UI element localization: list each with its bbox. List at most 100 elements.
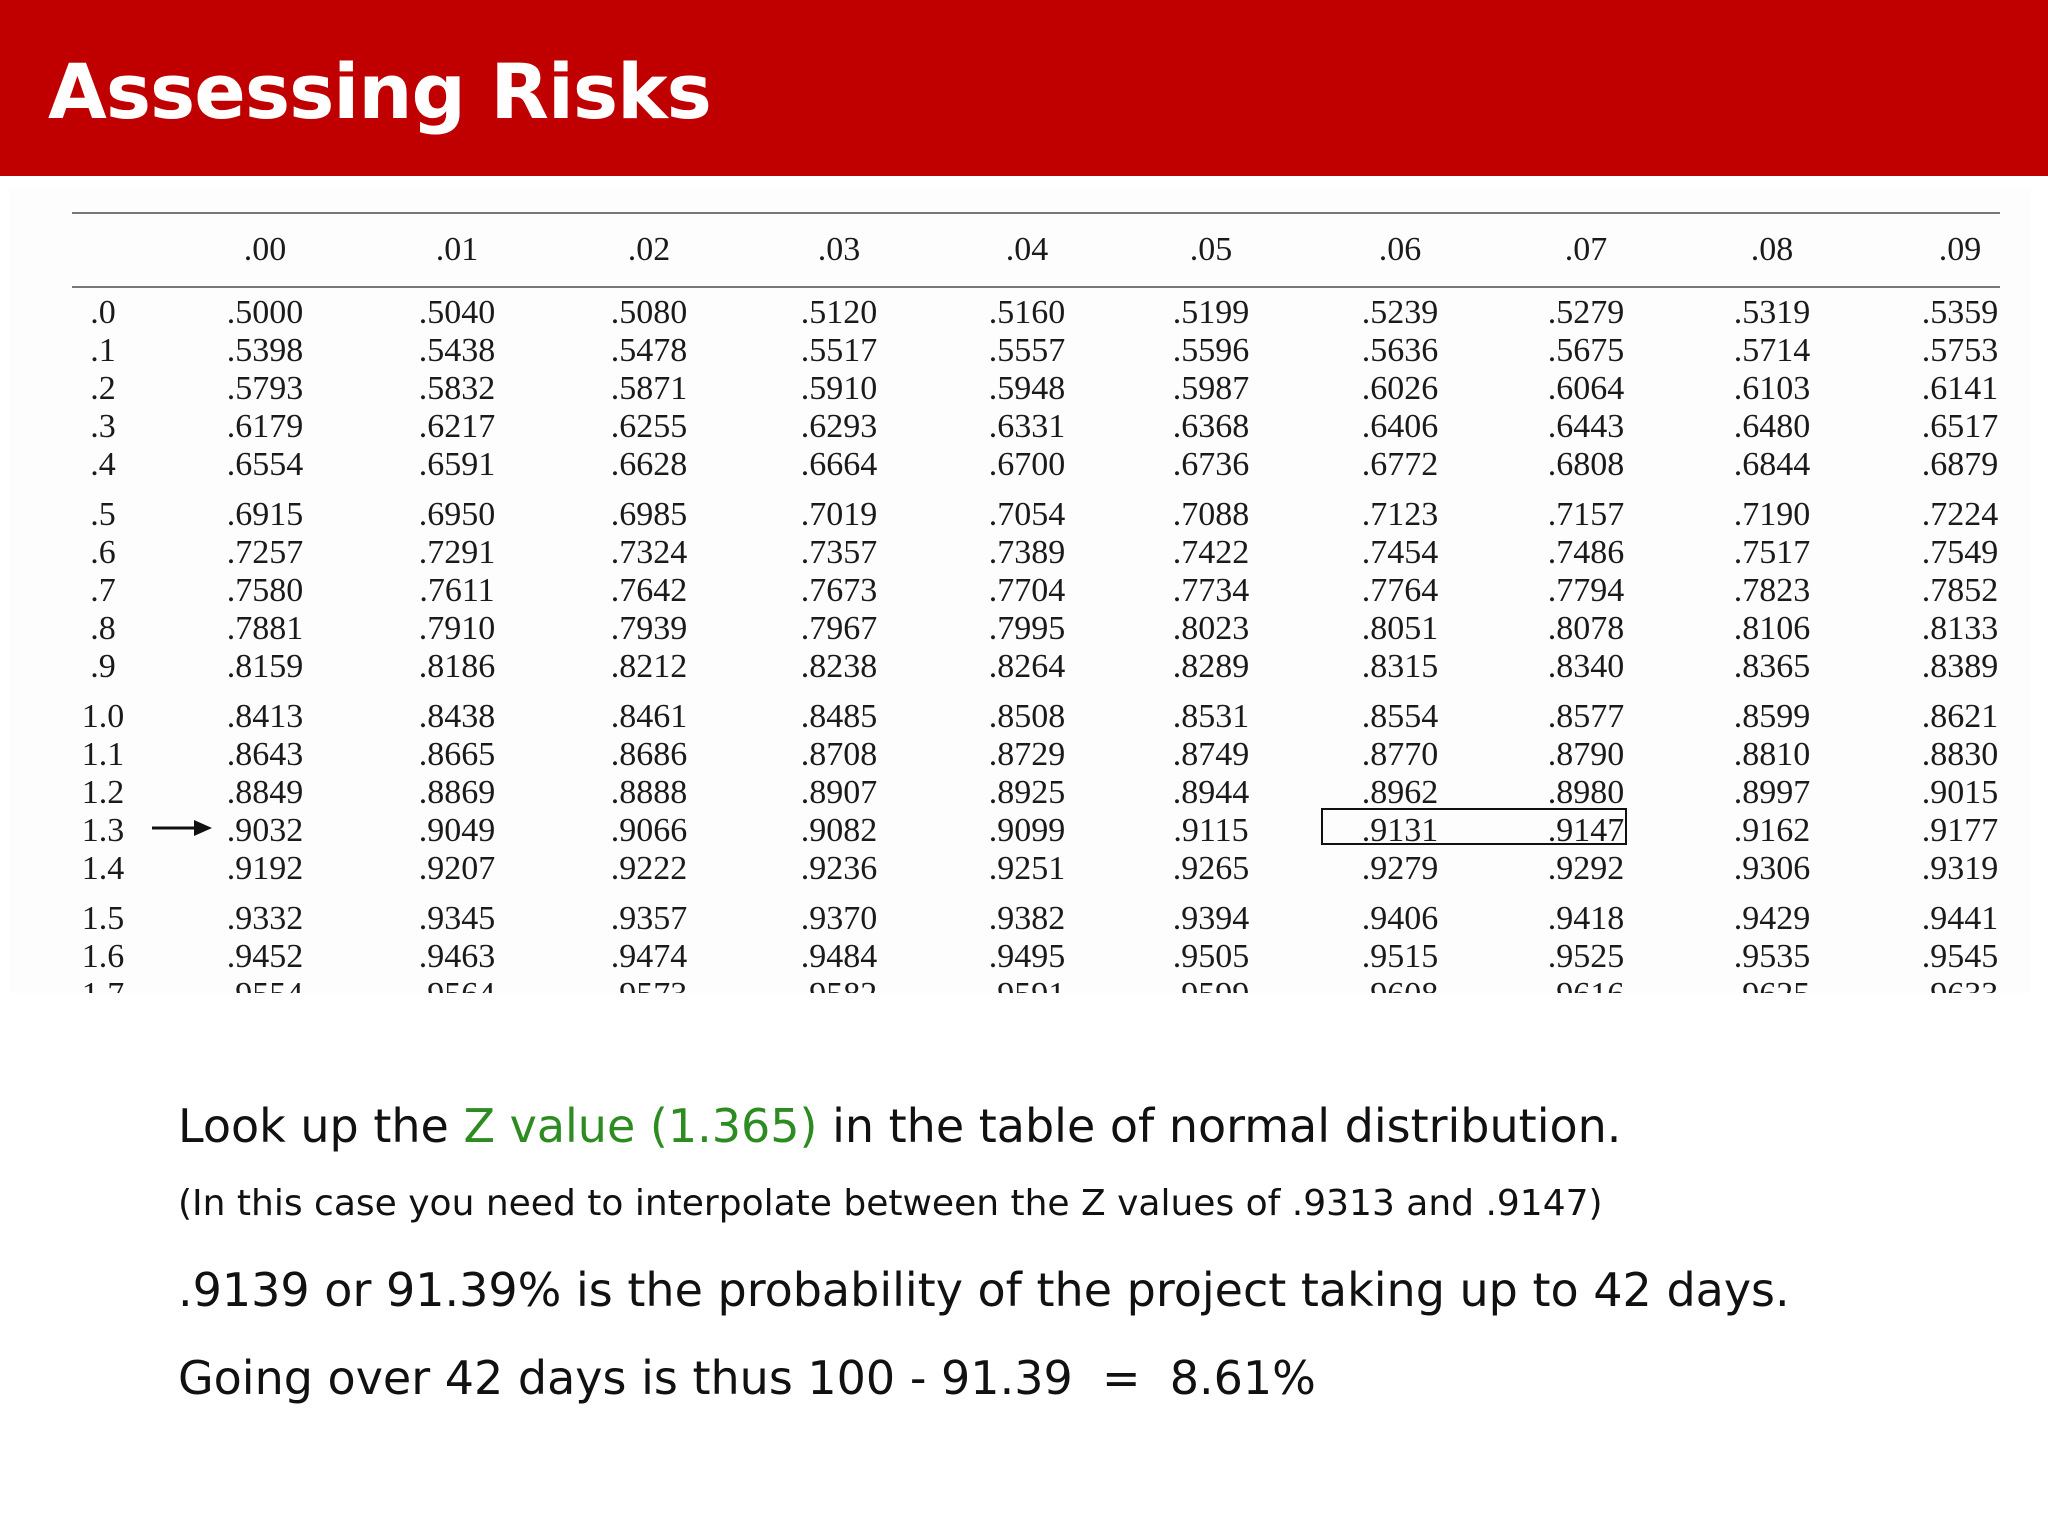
z-row-label: .0 — [90, 294, 116, 331]
table-cell: .7611 — [419, 572, 495, 609]
table-cell: .5596 — [1172, 332, 1250, 369]
z-value-highlight: Z value (1.365) — [463, 1099, 818, 1153]
table-cell: .6879 — [1921, 446, 1999, 483]
table-cell: .7088 — [1172, 496, 1250, 533]
table-cell: .9251 — [988, 850, 1066, 887]
table-cell: .9207 — [418, 850, 496, 887]
table-cell: .8621 — [1921, 698, 1999, 735]
table-cell: .9495 — [988, 938, 1066, 975]
table-cell: .7673 — [800, 572, 878, 609]
table-cell: .7794 — [1547, 572, 1625, 609]
table-cell: .6406 — [1361, 408, 1439, 445]
table-cell: .5199 — [1172, 294, 1250, 331]
table-cell: .8729 — [988, 736, 1066, 773]
table-cell: .6217 — [418, 408, 496, 445]
table-cell: .8577 — [1547, 698, 1625, 735]
table-cell: .8686 — [610, 736, 688, 773]
table-cell: .9370 — [800, 900, 878, 937]
table-cell: .6293 — [800, 408, 878, 445]
table-cell: .9131 — [1361, 812, 1439, 849]
slide-title: Assessing Risks — [48, 47, 712, 136]
table-cell: .7852 — [1921, 572, 1999, 609]
table-cell: .9505 — [1172, 938, 1250, 975]
z-row-label: .8 — [90, 610, 116, 647]
table-cell: .6554 — [226, 446, 304, 483]
table-cell: .7967 — [800, 610, 878, 647]
table-cell: .9357 — [610, 900, 688, 937]
table-cell: .9394 — [1172, 900, 1250, 937]
table-cell: .9162 — [1733, 812, 1811, 849]
z-row-label: .6 — [90, 534, 116, 571]
table-cell: .5000 — [226, 294, 304, 331]
table-cell: .8461 — [610, 698, 688, 735]
table-cell: .8554 — [1361, 698, 1439, 735]
z-row-label: .4 — [90, 446, 116, 483]
table-cell: .5636 — [1361, 332, 1439, 369]
table-cell: .5910 — [800, 370, 878, 407]
instruction-pre: Look up the — [178, 1099, 464, 1153]
column-header: .03 — [817, 231, 861, 268]
arrow-icon — [152, 820, 212, 836]
table-cell: .9222 — [610, 850, 688, 887]
table-cell: .9545 — [1921, 938, 1999, 975]
table-cell: .8133 — [1921, 610, 1999, 647]
table-cell: .9049 — [418, 812, 496, 849]
table-cell: .6026 — [1361, 370, 1439, 407]
table-cell: .6064 — [1547, 370, 1625, 407]
table-cell: .8790 — [1547, 736, 1625, 773]
table-cell: .9591 — [957, 976, 1097, 993]
table-cell: .8186 — [418, 648, 496, 685]
table-cell: .6517 — [1921, 408, 1999, 445]
table-cell: .6480 — [1733, 408, 1811, 445]
table-cell: .9066 — [610, 812, 688, 849]
table-cell: .8212 — [610, 648, 688, 685]
probability-statement: .9139 or 91.39% is the probability of th… — [178, 1263, 1790, 1317]
z-row-label: 1.4 — [81, 850, 125, 887]
table-cell: .7734 — [1172, 572, 1250, 609]
table-cell: .9573 — [579, 976, 719, 993]
normal-distribution-table: .00 .01 .02 .03 .04 .05 .06 .07 .08 .09 .0 .5000 .50… — [10, 188, 2030, 993]
table-cell: .7549 — [1921, 534, 1999, 571]
table-cell: .7019 — [800, 496, 878, 533]
table-cell: .9474 — [610, 938, 688, 975]
table-cell: .9192 — [226, 850, 304, 887]
table-cell: .8708 — [800, 736, 878, 773]
table-cell: .9625 — [1702, 976, 1842, 993]
table-cell: .9441 — [1921, 900, 1999, 937]
z-row-label: 1.3 — [81, 812, 125, 849]
z-row-label: 1.1 — [81, 736, 125, 773]
table-cell: .5557 — [988, 332, 1066, 369]
table-cell: .8944 — [1172, 774, 1250, 811]
z-row-label: .3 — [90, 408, 116, 445]
table-cell: .8888 — [610, 774, 688, 811]
table-cell: .5319 — [1733, 294, 1811, 331]
table-cell: .7823 — [1733, 572, 1811, 609]
slide-title-bar: Assessing Risks — [0, 0, 2048, 176]
table-cell: .9484 — [800, 938, 878, 975]
table-cell: .7580 — [226, 572, 304, 609]
table-cell: .8907 — [800, 774, 878, 811]
table-cell: .7517 — [1733, 534, 1811, 571]
column-header: .02 — [627, 231, 671, 268]
table-cell: .7881 — [226, 610, 304, 647]
table-cell: .8159 — [226, 648, 304, 685]
table-cell: .5714 — [1733, 332, 1811, 369]
highlight-box — [1321, 808, 1627, 845]
table-cell: .9535 — [1733, 938, 1811, 975]
table-cell: .7939 — [610, 610, 688, 647]
table-cell: .8749 — [1172, 736, 1250, 773]
z-row-label: 1.5 — [81, 900, 125, 937]
table-cell: .5040 — [418, 294, 496, 331]
table-cell: .8485 — [800, 698, 878, 735]
table-cell: .6368 — [1172, 408, 1250, 445]
table-cell: .9279 — [1361, 850, 1439, 887]
table-cell: .8869 — [418, 774, 496, 811]
z-row-label: .5 — [90, 496, 116, 533]
table-cell: .9633 — [1890, 976, 2030, 993]
table-cell: .7157 — [1547, 496, 1625, 533]
instruction-post: in the table of normal distribution. — [817, 1099, 1622, 1153]
table-cell: .9582 — [769, 976, 909, 993]
table-cell: .5948 — [988, 370, 1066, 407]
table-cell: .5871 — [610, 370, 688, 407]
table-cell: .9147 — [1547, 812, 1625, 849]
